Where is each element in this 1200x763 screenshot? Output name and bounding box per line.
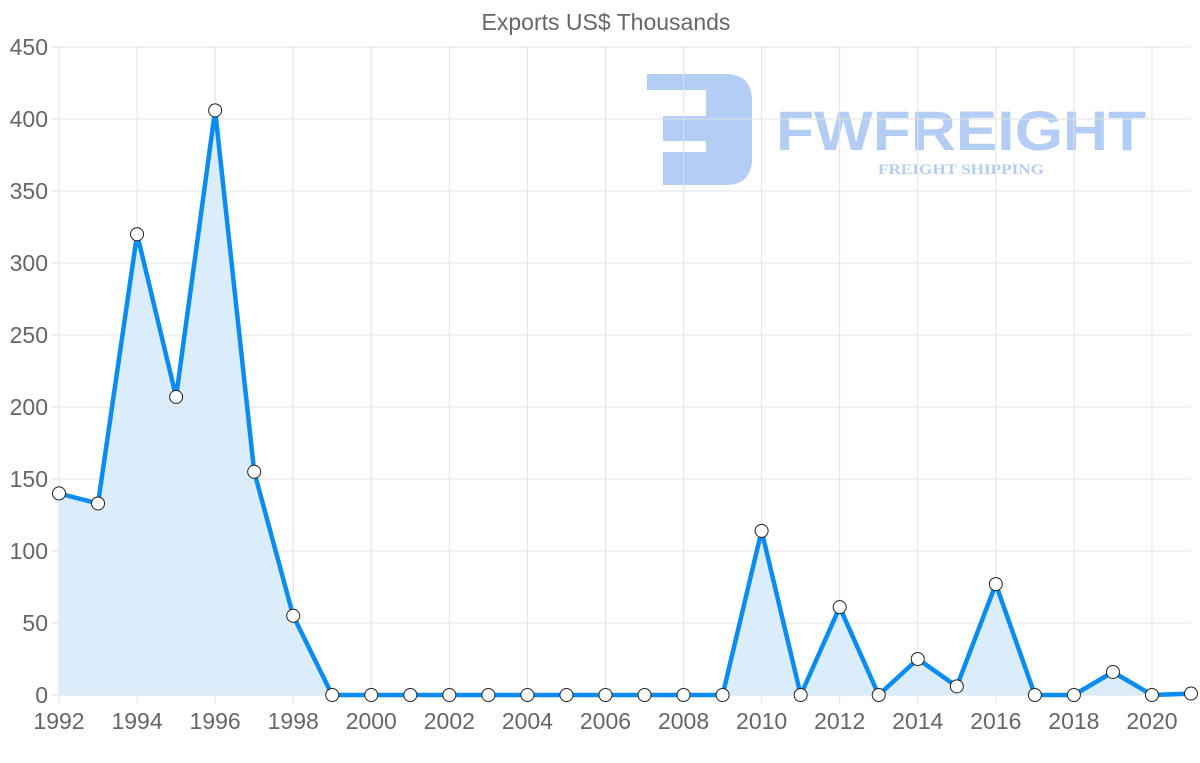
x-tick-label: 2002 <box>424 708 475 734</box>
data-point-2020[interactable] <box>1144 688 1159 702</box>
data-point-2007[interactable] <box>637 688 652 702</box>
y-axis: 0 50 100 150 200 250 300 350 400 450 <box>10 34 48 708</box>
data-point-2001[interactable] <box>403 688 418 702</box>
fwfreight-logo-icon <box>647 74 752 185</box>
data-point-1997[interactable] <box>247 464 262 479</box>
fwfreight-watermark-logo: FWFREIGHT FREIGHT SHIPPING <box>647 74 1146 185</box>
data-point-2016[interactable] <box>988 577 1003 592</box>
watermark-brand: FWFREIGHT <box>776 99 1146 162</box>
x-tick-label: 2016 <box>970 708 1021 734</box>
x-tick-label: 2008 <box>658 708 709 734</box>
series-line <box>58 108 1192 698</box>
data-point-1993[interactable] <box>91 496 106 511</box>
data-point-2018[interactable] <box>1066 688 1081 702</box>
x-tick-label: 2020 <box>1126 708 1177 734</box>
x-tick-label: 1992 <box>33 708 84 734</box>
y-tick-label: 350 <box>10 178 48 204</box>
x-tick-label: 2014 <box>892 708 943 734</box>
data-point-2002[interactable] <box>442 688 457 702</box>
data-point-2008[interactable] <box>676 688 691 702</box>
data-point-2014[interactable] <box>910 652 925 666</box>
data-point-2011[interactable] <box>793 688 808 702</box>
data-point-2000[interactable] <box>364 688 379 702</box>
y-tick-label: 50 <box>22 610 48 636</box>
data-point-2010[interactable] <box>754 523 769 538</box>
watermark-tagline: FREIGHT SHIPPING <box>878 162 1044 178</box>
data-point-2012[interactable] <box>832 600 847 615</box>
data-point-1992[interactable] <box>52 486 66 501</box>
series-area-fill <box>59 110 1191 695</box>
y-tick-label: 450 <box>10 34 48 60</box>
y-tick-label: 100 <box>10 538 48 564</box>
x-tick-label: 2000 <box>346 708 397 734</box>
chart-title: Exports US$ Thousands <box>482 9 731 35</box>
data-point-2006[interactable] <box>598 688 613 702</box>
data-point-1996[interactable] <box>208 103 223 118</box>
data-point-2005[interactable] <box>559 688 574 702</box>
data-point-2013[interactable] <box>871 688 886 702</box>
y-tick-label: 250 <box>10 322 48 348</box>
x-tick-label: 1998 <box>268 708 319 734</box>
data-point-1998[interactable] <box>286 608 301 623</box>
data-point-2004[interactable] <box>520 688 535 702</box>
data-points <box>52 103 1198 702</box>
y-tick-label: 0 <box>35 682 48 708</box>
x-axis: 1992 1994 1996 1998 2000 2002 2004 2006 2008 2010… <box>33 708 1177 734</box>
y-tick-label: 300 <box>10 250 48 276</box>
data-point-2021[interactable] <box>1184 686 1198 701</box>
data-point-1995[interactable] <box>169 389 184 404</box>
x-tick-label: 2004 <box>502 708 553 734</box>
x-tick-label: 2010 <box>736 708 787 734</box>
x-tick-label: 2012 <box>814 708 865 734</box>
data-point-2017[interactable] <box>1027 688 1042 702</box>
y-tick-label: 200 <box>10 394 48 420</box>
data-point-2015[interactable] <box>949 679 964 694</box>
x-tick-label: 2018 <box>1048 708 1099 734</box>
x-tick-label: 1994 <box>111 708 162 734</box>
data-point-2009[interactable] <box>715 688 730 702</box>
data-point-1994[interactable] <box>130 227 145 242</box>
y-tick-label: 150 <box>10 466 48 492</box>
data-point-2019[interactable] <box>1105 664 1120 679</box>
y-tick-label: 400 <box>10 106 48 132</box>
data-point-1999[interactable] <box>325 688 340 702</box>
data-point-2003[interactable] <box>481 688 496 702</box>
x-tick-label: 1996 <box>190 708 241 734</box>
x-tick-label: 2006 <box>580 708 631 734</box>
